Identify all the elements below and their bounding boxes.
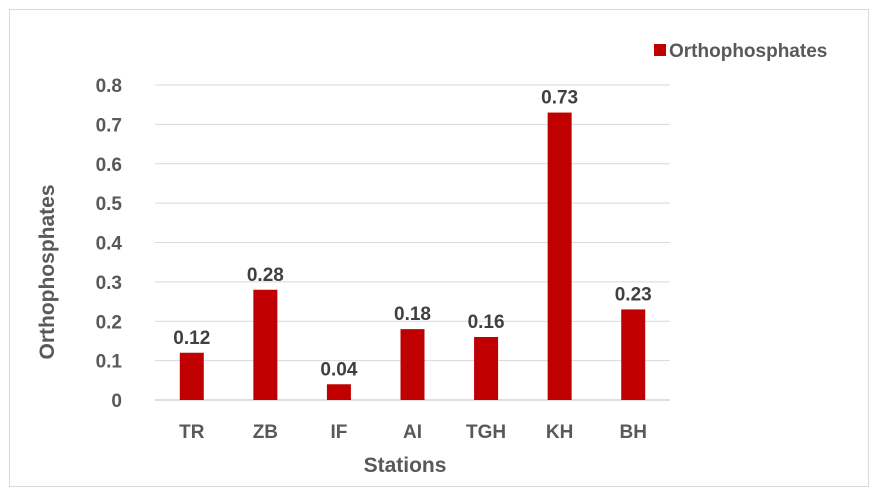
data-label: 0.16	[468, 312, 505, 333]
y-tick-label: 0.8	[96, 76, 122, 97]
data-label: 0.12	[173, 328, 210, 349]
chart-frame	[9, 9, 869, 487]
x-tick-label: KH	[546, 422, 573, 443]
bars	[179, 112, 646, 400]
x-tick-label: IF	[330, 422, 347, 443]
bar-kh	[547, 112, 572, 400]
y-tick-label: 0.5	[96, 194, 123, 215]
y-tick-label: 0.3	[96, 273, 122, 294]
y-tick-label: 0.1	[96, 352, 123, 373]
data-labels: 0.12 0.28 0.04 0.18 0.16 0.73 0.23	[173, 88, 651, 381]
legend: Orthophosphates	[654, 41, 827, 62]
x-tick-label: BH	[619, 422, 646, 443]
y-tick-label: 0	[111, 391, 122, 412]
legend-label: Orthophosphates	[669, 41, 827, 62]
x-tick-label: TGH	[466, 422, 506, 443]
x-tick-label: AI	[403, 422, 422, 443]
y-tick-label: 0.7	[96, 115, 122, 136]
data-label: 0.04	[320, 359, 357, 380]
x-tick-label: ZB	[253, 422, 278, 443]
legend-swatch	[654, 44, 666, 56]
data-label: 0.28	[247, 265, 284, 286]
x-axis-ticks: TR ZB IF AI TGH KH BH	[179, 422, 647, 443]
bar-bh	[621, 309, 646, 400]
y-tick-label: 0.2	[96, 312, 122, 333]
bar-tr	[179, 352, 204, 400]
bar-ai	[400, 329, 425, 400]
x-axis-title: Stations	[364, 454, 447, 477]
data-label: 0.23	[615, 284, 652, 305]
bar-if	[326, 384, 351, 400]
gridlines	[155, 84, 670, 401]
bar-zb	[253, 289, 278, 400]
bar-tgh	[474, 337, 499, 400]
data-label: 0.18	[394, 304, 431, 325]
y-axis-title: Orthophosphates	[36, 184, 59, 359]
data-label: 0.73	[541, 88, 578, 109]
y-axis-ticks: 0 0.1 0.2 0.3 0.4 0.5 0.6 0.7 0.8	[96, 76, 123, 412]
y-tick-label: 0.4	[96, 234, 123, 255]
y-tick-label: 0.6	[96, 155, 122, 176]
x-tick-label: TR	[179, 422, 205, 443]
